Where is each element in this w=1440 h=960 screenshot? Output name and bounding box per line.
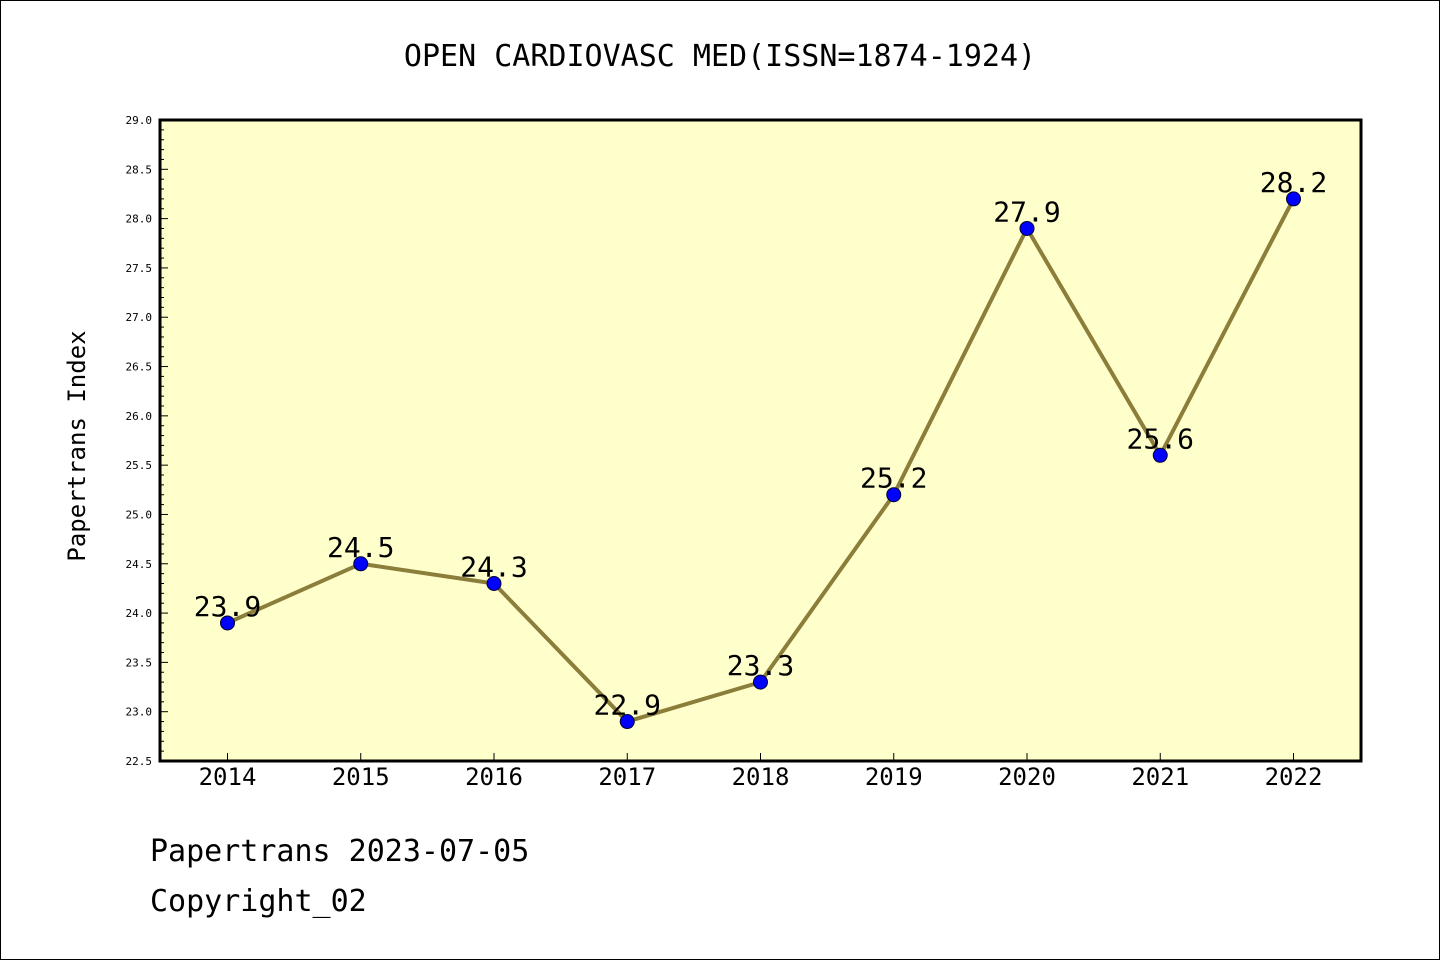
data-label: 25.2 [860, 462, 927, 495]
y-tick-label: 26.0 [126, 410, 153, 423]
data-point [1152, 447, 1168, 463]
data-label: 24.3 [460, 550, 527, 583]
data-point [886, 487, 902, 503]
data-label: 25.6 [1127, 422, 1194, 455]
x-tick-label: 2015 [332, 763, 390, 791]
x-tick-label: 2016 [465, 763, 523, 791]
data-point [1286, 191, 1301, 207]
footer-copyright: Copyright_02 [150, 884, 367, 919]
data-label: 24.5 [327, 531, 394, 564]
y-tick-label: 25.5 [126, 459, 153, 472]
y-tick-label: 23.5 [126, 656, 153, 669]
x-tick-label: 2017 [598, 763, 656, 791]
x-axis-ticks: 2014 2015 2016 2017 2018 2019 2020 2021 2022 [199, 753, 1323, 791]
y-tick-label: 29.0 [126, 114, 153, 127]
data-point [619, 714, 635, 730]
y-tick-label: 28.5 [126, 163, 153, 176]
y-tick-label: 24.0 [126, 607, 153, 620]
x-tick-label: 2018 [732, 763, 790, 791]
plot-border [158, 118, 1363, 763]
x-tick-label: 2019 [865, 763, 923, 791]
data-label: 23.9 [194, 590, 261, 623]
data-point [753, 674, 768, 690]
y-tick-label: 23.0 [126, 706, 153, 719]
y-tick-label: 27.5 [126, 262, 153, 275]
x-tick-label: 2014 [199, 763, 257, 791]
chart-title: OPEN CARDIOVASC MED(ISSN=1874-1924) [404, 39, 1036, 74]
data-point [486, 575, 502, 591]
series-layer: 23.9 24.5 24.3 22.9 23.3 25.2 27.9 25.6 28.2 [194, 166, 1327, 730]
x-tick-label: 2020 [998, 763, 1056, 791]
data-point [220, 615, 235, 631]
y-tick-label: 22.5 [126, 755, 153, 768]
y-tick-label: 27.0 [126, 311, 153, 324]
y-tick-label: 24.5 [126, 558, 153, 571]
data-label: 22.9 [594, 689, 661, 722]
data-point [353, 556, 369, 572]
data-point [1019, 220, 1035, 236]
data-label: 23.3 [727, 649, 794, 682]
data-label: 27.9 [993, 195, 1060, 228]
footer-date: Papertrans 2023-07-05 [150, 834, 530, 869]
x-tick-label: 2021 [1131, 763, 1189, 791]
y-tick-label: 26.5 [126, 361, 153, 374]
x-tick-label: 2022 [1265, 763, 1323, 791]
data-label: 28.2 [1260, 166, 1327, 199]
y-axis-label: Papertrans Index [63, 330, 91, 561]
y-tick-label: 25.0 [126, 508, 153, 521]
plot-area [160, 120, 1361, 761]
y-tick-label: 28.0 [126, 213, 153, 226]
